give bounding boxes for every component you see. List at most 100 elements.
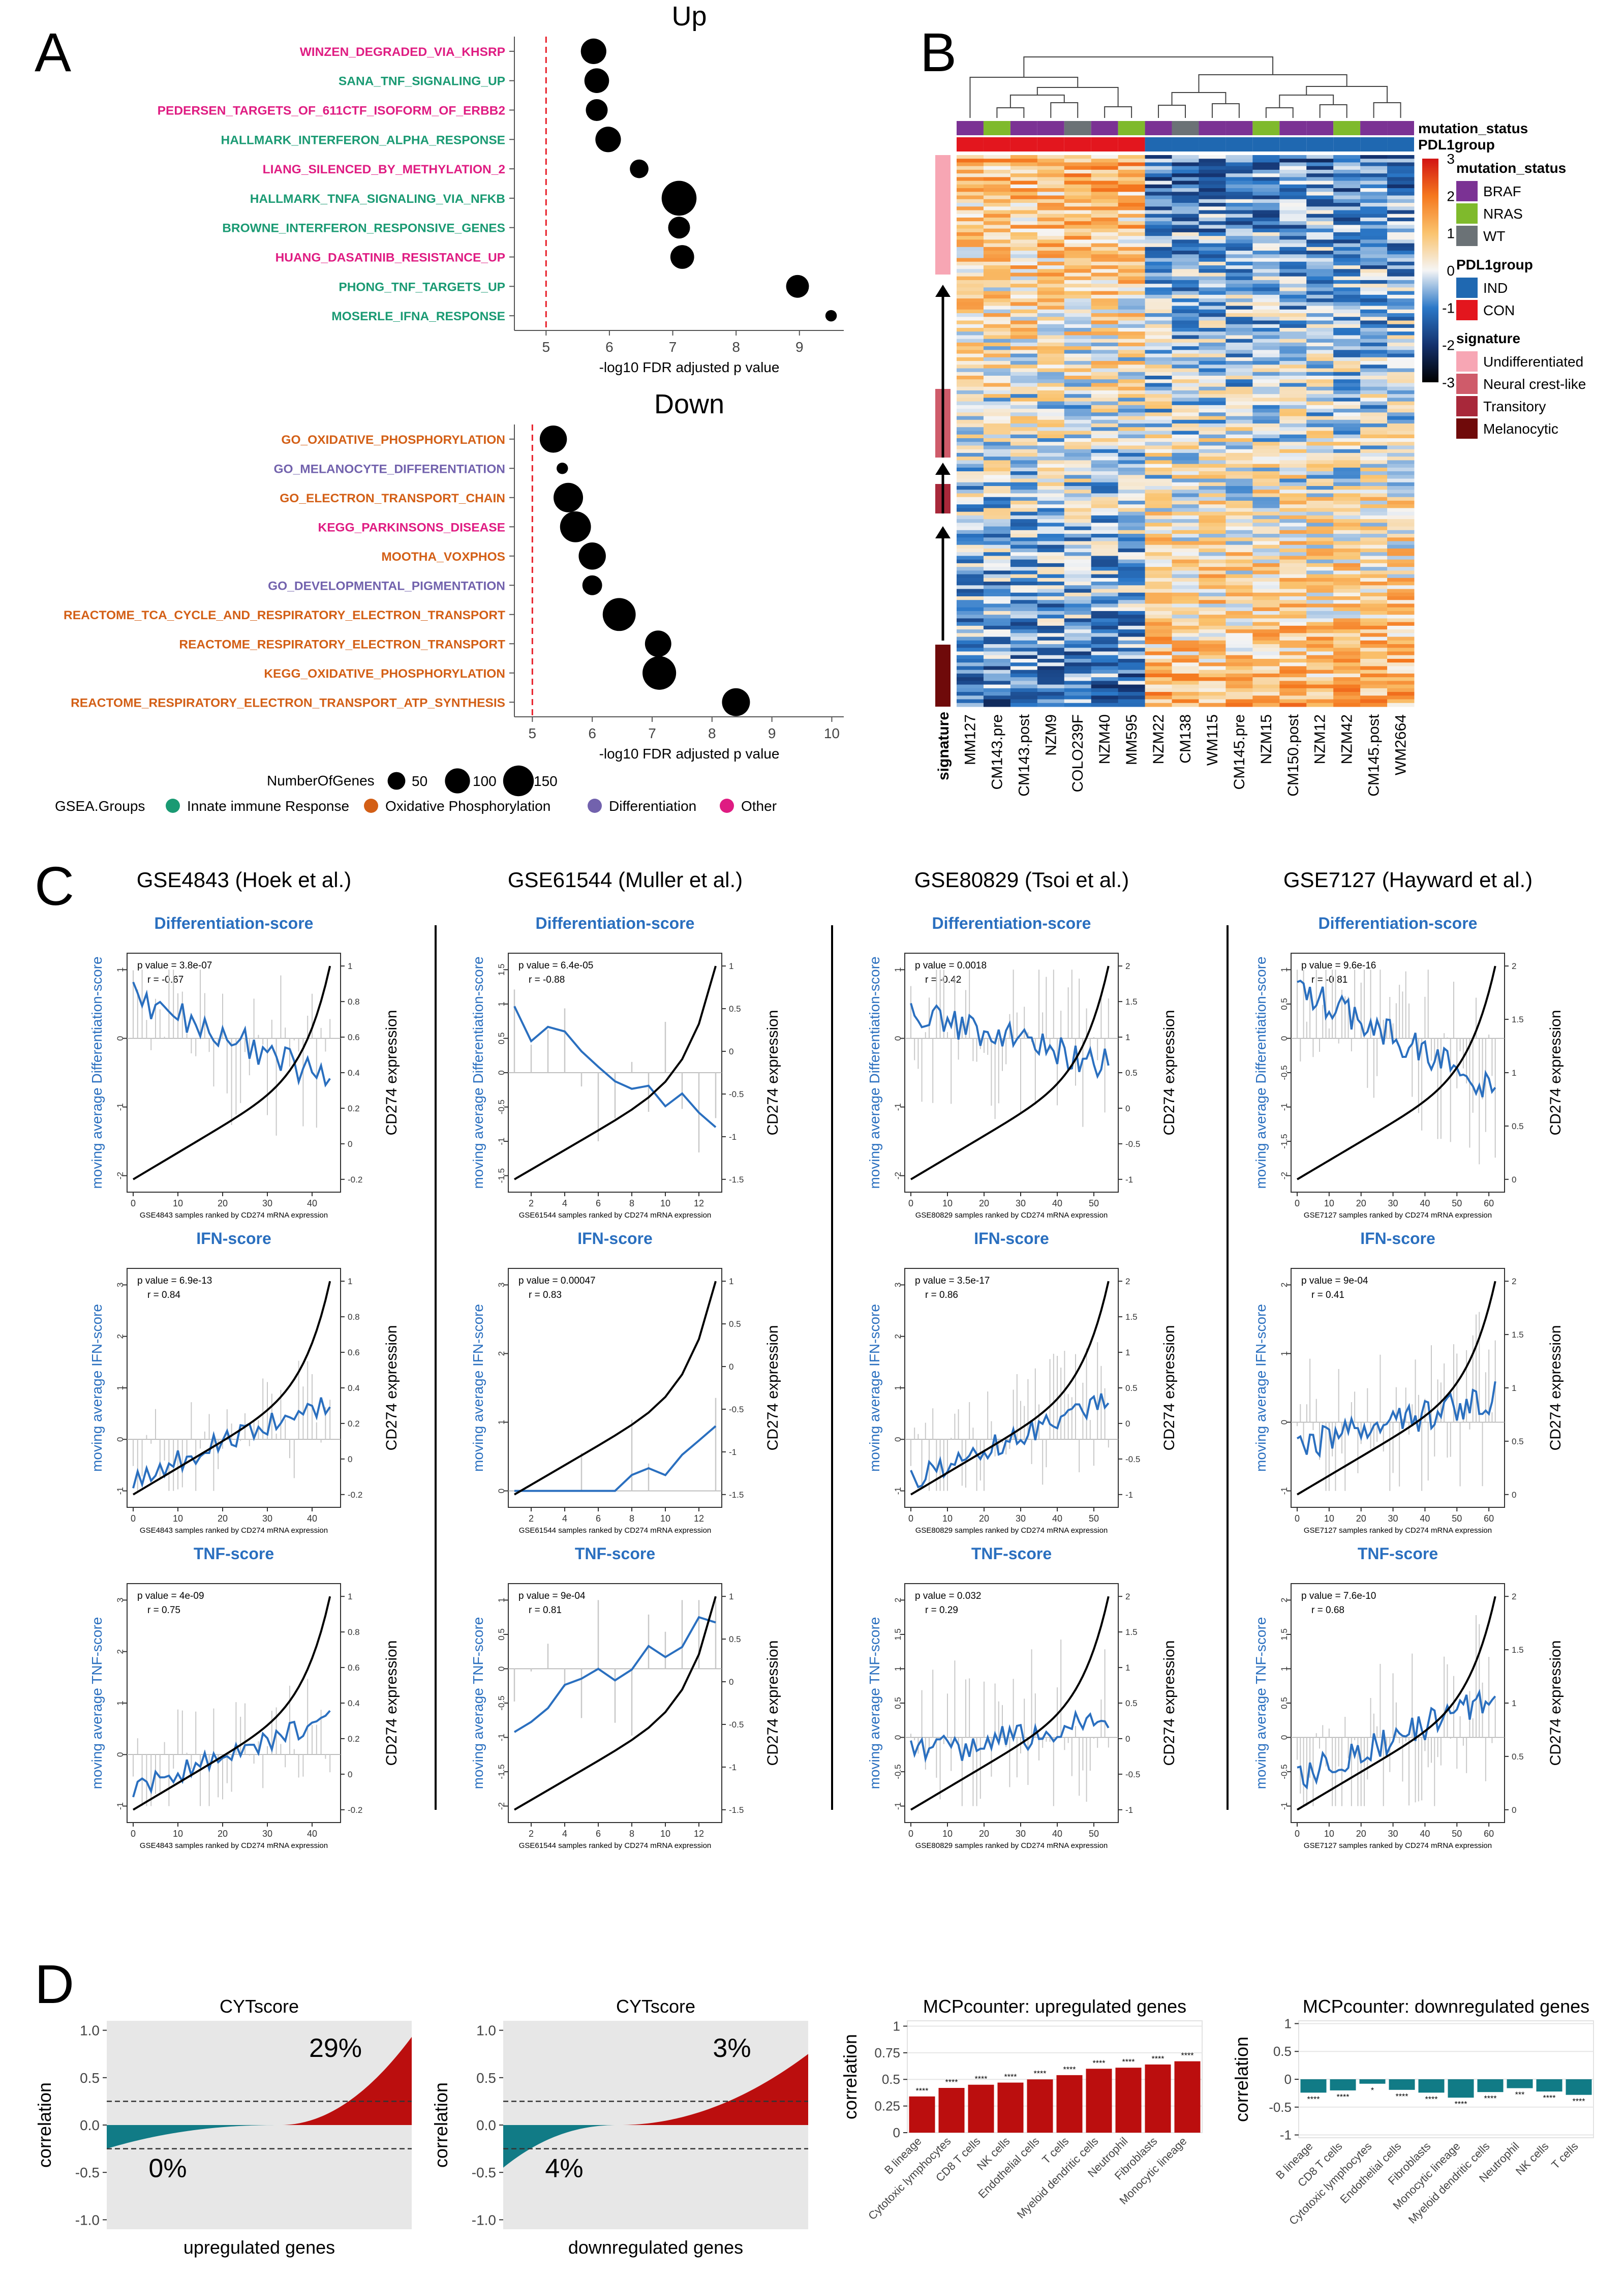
heatmap-cell xyxy=(1118,625,1146,630)
left-y-tick-label: -1 xyxy=(1279,1103,1289,1111)
heatmap-cell xyxy=(1225,629,1253,633)
heatmap-cell xyxy=(1333,651,1361,656)
heatmap-cell xyxy=(1225,548,1253,553)
heatmap-cell xyxy=(983,159,1011,163)
heatmap-cell xyxy=(1010,563,1038,567)
heatmap-cell xyxy=(1306,214,1334,218)
heatmap-cell xyxy=(1037,284,1065,288)
heatmap-cell xyxy=(1279,177,1307,181)
heatmap-cell xyxy=(1064,493,1092,498)
heatmap-cell xyxy=(1306,423,1334,428)
heatmap-cell xyxy=(1145,390,1173,395)
heatmap-cell xyxy=(1333,552,1361,556)
heatmap-cell xyxy=(1199,434,1226,439)
heatmap-cell xyxy=(1064,324,1092,328)
heatmap-cell xyxy=(957,203,984,207)
heatmap-cell xyxy=(957,192,984,196)
heatmap-cell xyxy=(1145,541,1173,545)
mutation-status-cell xyxy=(1199,121,1226,135)
heatmap-cell xyxy=(1333,666,1361,671)
heatmap-cell xyxy=(1172,320,1199,325)
heatmap-cell xyxy=(1225,239,1253,244)
moving-average-line xyxy=(132,981,331,1088)
heatmap-cell xyxy=(957,180,984,185)
heatmap-cell xyxy=(1118,578,1146,582)
heatmap-cell xyxy=(1387,511,1415,516)
heatmap-cell xyxy=(1064,508,1092,512)
heatmap-cell xyxy=(1037,419,1065,424)
left-y-tick-label: 3 xyxy=(497,1283,506,1287)
heatmap-cell xyxy=(1118,155,1146,159)
heatmap-cell xyxy=(1118,210,1146,215)
up-dotplot-term-dot xyxy=(825,310,837,322)
left-y-tick-label: 1 xyxy=(1279,967,1289,972)
heatmap-cell xyxy=(1387,559,1415,564)
heatmap-cell xyxy=(1360,563,1388,567)
heatmap-cell xyxy=(1225,482,1253,487)
heatmap-cell xyxy=(1037,688,1065,692)
heatmap-cell xyxy=(1172,368,1199,373)
heatmap-cell xyxy=(1252,607,1280,612)
heatmap-cell xyxy=(1333,294,1361,299)
heatmap-cell xyxy=(1064,214,1092,218)
heatmap-cell xyxy=(1064,291,1092,295)
heatmap-cell xyxy=(1010,452,1038,457)
heatmap-cell xyxy=(1252,184,1280,189)
heatmap-cell xyxy=(1145,703,1173,707)
down-dotplot-term-dot xyxy=(578,542,606,570)
heatmap-cell xyxy=(1360,677,1388,681)
heatmap-cell xyxy=(1252,280,1280,284)
heatmap-cell xyxy=(1118,559,1146,564)
heatmap-cell xyxy=(957,681,984,685)
heatmap-cell xyxy=(1145,217,1173,222)
heatmap-cell xyxy=(1199,570,1226,575)
heatmap-cell xyxy=(957,618,984,623)
cd274-expression-line xyxy=(1296,1281,1496,1496)
heatmap-cell xyxy=(1064,284,1092,288)
heatmap-cell xyxy=(1306,556,1334,560)
heatmap-cell xyxy=(1091,482,1119,487)
heatmap-cell xyxy=(1172,699,1199,704)
heatmap-cell xyxy=(1225,155,1253,159)
heatmap-cell xyxy=(1172,625,1199,630)
heatmap-cell xyxy=(1252,541,1280,545)
signature-legend-label: Undifferentiated xyxy=(1483,354,1583,370)
heatmap-cell xyxy=(1252,409,1280,413)
heatmap-cell xyxy=(1037,195,1065,200)
row-title: Differentiation-score xyxy=(536,914,695,932)
heatmap-cell xyxy=(1306,272,1334,277)
heatmap-cell xyxy=(1172,578,1199,582)
heatmap-cell xyxy=(1145,603,1173,608)
heatmap-cell xyxy=(1279,504,1307,508)
x-tick-label: 10 xyxy=(173,1829,183,1839)
r-value-text: r = 0.68 xyxy=(1311,1605,1344,1616)
heatmap-cell xyxy=(1279,412,1307,417)
heatmap-cell xyxy=(1199,464,1226,468)
heatmap-cell xyxy=(1360,670,1388,674)
heatmap-cell xyxy=(1279,357,1307,361)
heatmap-cell xyxy=(1064,405,1092,409)
left-y-tick-label: 0 xyxy=(893,1437,903,1442)
heatmap-cell xyxy=(1037,537,1065,541)
heatmap-cell xyxy=(1010,434,1038,439)
heatmap-cell xyxy=(1118,166,1146,170)
pdl1group-cell xyxy=(1091,137,1118,151)
mcp-up-bar xyxy=(909,2096,935,2133)
mcp-down-bar xyxy=(1536,2079,1562,2092)
heatmap-cell xyxy=(1387,500,1415,505)
heatmap-cell xyxy=(1118,353,1146,358)
heatmap-cell xyxy=(1172,276,1199,281)
heatmap-cell xyxy=(1091,298,1119,302)
heatmap-cell xyxy=(1199,651,1226,656)
heatmap-cell xyxy=(1225,589,1253,593)
heatmap-cell xyxy=(1252,258,1280,262)
heatmap-cell xyxy=(1145,633,1173,638)
mutation-status-legend-swatch xyxy=(1456,181,1478,201)
heatmap-cell xyxy=(1145,607,1173,612)
heatmap-cell xyxy=(1091,346,1119,350)
heatmap-cell xyxy=(1279,342,1307,347)
heatmap-cell xyxy=(1037,206,1065,210)
heatmap-cell xyxy=(1172,673,1199,678)
heatmap-cell xyxy=(1064,574,1092,579)
heatmap-cell xyxy=(1333,243,1361,248)
